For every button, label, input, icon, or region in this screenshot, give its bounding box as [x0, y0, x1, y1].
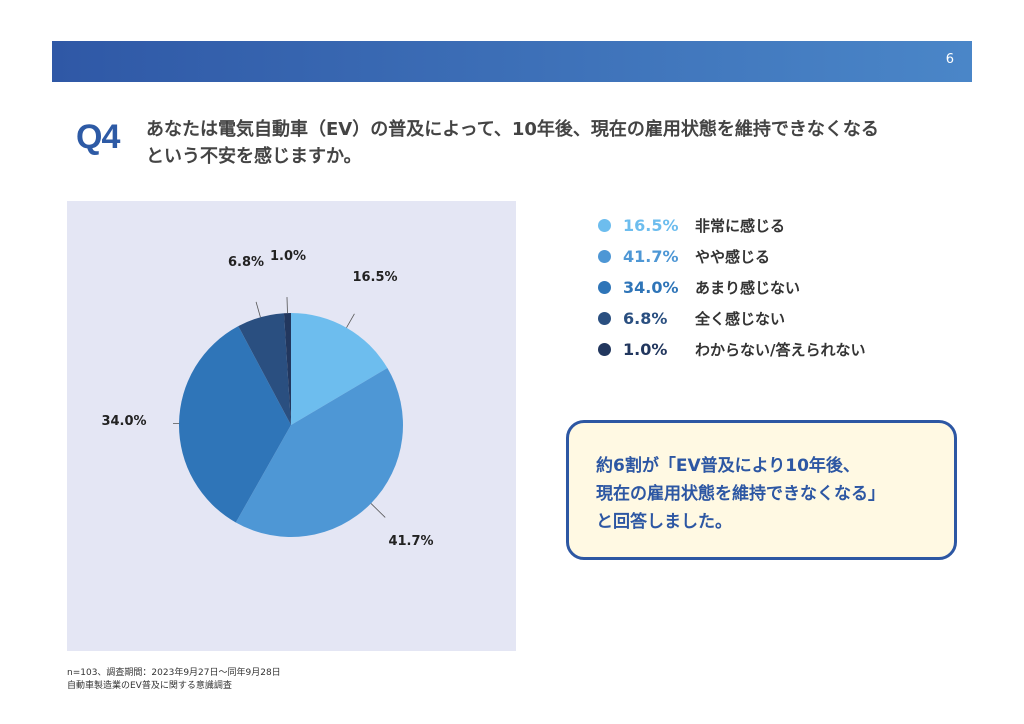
legend-percent: 34.0% [623, 278, 679, 297]
legend-item: 6.8% 全く感じない [598, 303, 865, 334]
callout-line-1: 約6割が「EV普及により10年後、 [596, 456, 860, 476]
pie-slice [179, 326, 291, 523]
pie-chart: 16.5% 41.7% 34.0% 6.8% 1.0% [101, 249, 433, 549]
legend-percent: 16.5% [623, 216, 679, 235]
legend-percent: 1.0% [623, 340, 668, 359]
data-label: 6.8% [228, 255, 264, 270]
chart-panel: 16.5% 41.7% 34.0% 6.8% 1.0% [67, 201, 516, 651]
question-text: あなたは電気自動車（EV）の普及によって、10年後、現在の雇用状態を維持できなく… [146, 116, 976, 170]
legend-label: 非常に感じる [695, 217, 786, 235]
leader-line [286, 297, 288, 314]
legend-dot [598, 281, 611, 294]
leader-line [370, 503, 386, 518]
legend-label: やや感じる [695, 248, 771, 266]
legend-dot [598, 250, 611, 263]
data-label: 16.5% [352, 270, 397, 285]
legend-item: 1.0% わからない/答えられない [598, 334, 865, 365]
callout-line-3: と回答しました。 [596, 512, 732, 532]
leader-line [255, 301, 261, 318]
legend-dot [598, 312, 611, 325]
question-number: Q4 [76, 118, 120, 156]
question-text-line-1: あなたは電気自動車（EV）の普及によって、10年後、現在の雇用状態を維持できなく… [146, 119, 879, 140]
header-bar: 6 [52, 41, 972, 82]
pie-slice [235, 367, 403, 537]
legend-percent: 6.8% [623, 309, 668, 328]
pie-slice [283, 313, 291, 425]
question-text-line-2: という不安を感じますか。 [146, 146, 362, 167]
callout-text: 約6割が「EV普及により10年後、 現在の雇用状態を維持できなくなる」 と回答し… [596, 452, 885, 536]
legend-dot [598, 219, 611, 232]
legend-label: わからない/答えられない [695, 341, 866, 359]
callout-line-2: 現在の雇用状態を維持できなくなる」 [596, 484, 885, 504]
footnote-line-2: 自動車製造業のEV普及に関する意識調査 [67, 681, 232, 691]
footnote-line-1: n=103、調査期間：2023年9月27日〜同年9月28日 [67, 668, 281, 678]
legend: 16.5% 非常に感じる 41.7% やや感じる 34.0% あまり感じない 6… [598, 210, 865, 365]
summary-callout: 約6割が「EV普及により10年後、 現在の雇用状態を維持できなくなる」 と回答し… [566, 420, 957, 560]
data-label: 41.7% [388, 534, 433, 549]
data-label: 34.0% [101, 414, 146, 429]
pie-slice [291, 313, 388, 425]
legend-item: 16.5% 非常に感じる [598, 210, 865, 241]
legend-label: 全く感じない [695, 310, 786, 328]
page-number: 6 [945, 52, 954, 67]
legend-item: 41.7% やや感じる [598, 241, 865, 272]
legend-label: あまり感じない [695, 279, 801, 297]
leader-line [346, 313, 355, 328]
legend-percent: 41.7% [623, 247, 679, 266]
footnote: n=103、調査期間：2023年9月27日〜同年9月28日 自動車製造業のEV普… [67, 667, 281, 693]
legend-item: 34.0% あまり感じない [598, 272, 865, 303]
legend-dot [598, 343, 611, 356]
pie-slice [238, 313, 291, 425]
data-label: 1.0% [270, 249, 306, 264]
